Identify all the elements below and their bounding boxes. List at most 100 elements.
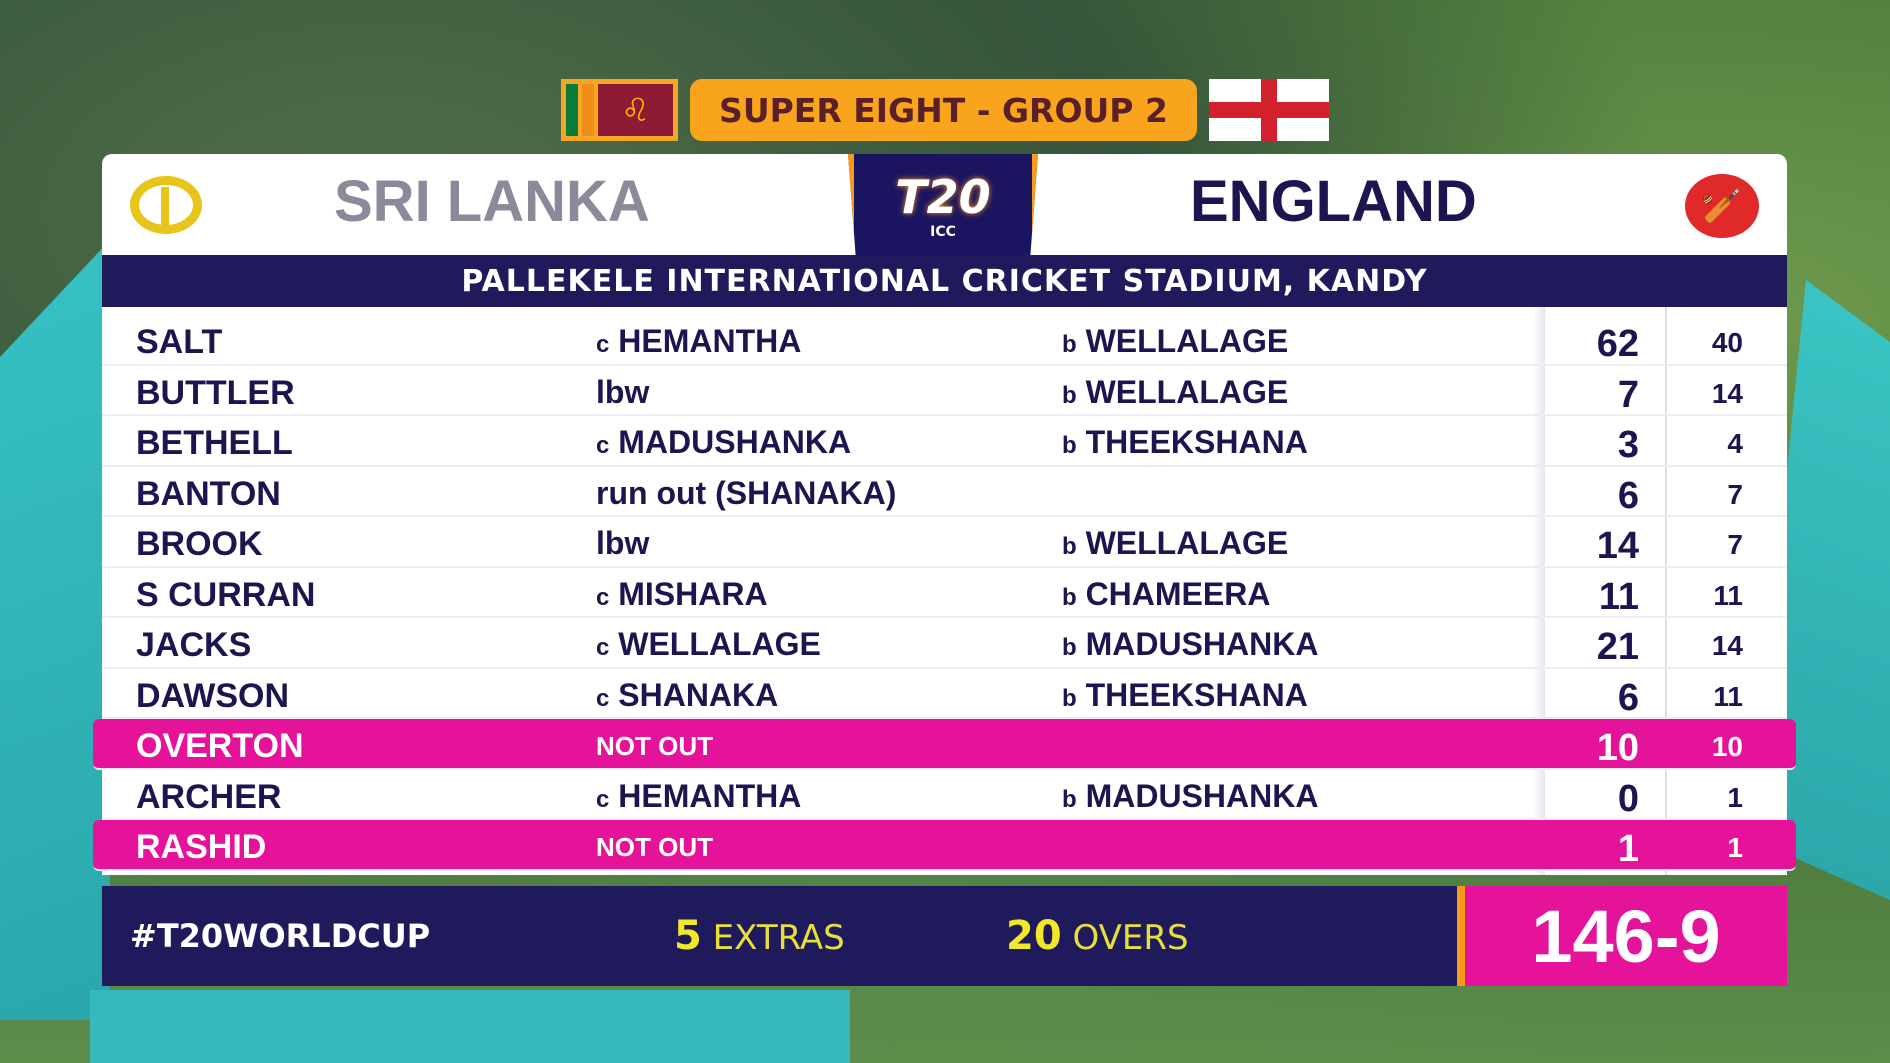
overs-value: 20 <box>1006 913 1062 959</box>
venue: PALLEKELE INTERNATIONAL CRICKET STADIUM,… <box>102 255 1787 307</box>
runs: 62 <box>1596 323 1639 365</box>
batsman-name: SALT <box>136 323 223 361</box>
divider <box>1665 307 1667 875</box>
batsman-name: DAWSON <box>136 676 289 715</box>
logo-sub: ICC <box>930 223 956 240</box>
runs: 14 <box>1596 525 1639 567</box>
batsman-name: BROOK <box>136 525 263 563</box>
batsman-name: RASHID <box>136 828 267 866</box>
dismissal: lbw <box>596 374 649 411</box>
batsman-row: JACKS c WELLALAGE b MADUSHANKA 21 14 <box>102 618 1787 669</box>
background-shape <box>90 990 850 1063</box>
bowler: b THEEKSHANA <box>1062 677 1308 714</box>
background-shape <box>0 240 110 1020</box>
dismissal-prefix: c <box>596 331 610 358</box>
dismissal: c SHANAKA <box>596 677 778 714</box>
bowled-prefix: b <box>1062 432 1077 459</box>
balls: 40 <box>1711 327 1743 358</box>
dismissal-prefix: c <box>596 583 610 611</box>
extras-value: 5 <box>674 913 702 959</box>
bowled-prefix: b <box>1062 331 1077 358</box>
dismissal-text: HEMANTHA <box>618 323 802 359</box>
dismissal: c WELLALAGE <box>596 626 821 663</box>
dismissal: NOT OUT <box>596 731 713 762</box>
runs: 1 <box>1617 828 1639 870</box>
batsman-row: BROOK lbw b WELLALAGE 14 7 <box>102 517 1787 568</box>
balls: 1 <box>1727 781 1743 813</box>
dismissal-text: run out (SHANAKA) <box>596 474 897 511</box>
stage-label: SUPER EIGHT - GROUP 2 <box>690 79 1197 141</box>
bowled-prefix: b <box>1062 634 1077 661</box>
balls: 1 <box>1727 832 1743 863</box>
bowler-name: CHAMEERA <box>1085 575 1271 612</box>
batsman-name: JACKS <box>136 626 252 664</box>
batsman-name: BUTTLER <box>136 373 295 412</box>
balls: 10 <box>1711 731 1743 762</box>
batsman-row: SALT c HEMANTHA b WELLALAGE 62 40 <box>102 315 1787 366</box>
bowler-name: MADUSHANKA <box>1085 626 1319 662</box>
dismissal: run out (SHANAKA) <box>596 475 896 512</box>
balls: 11 <box>1713 680 1743 712</box>
overs: 20 OVERS <box>1006 913 1189 959</box>
dismissal-text: MISHARA <box>618 575 768 612</box>
dismissal: lbw <box>596 525 649 562</box>
sri-lanka-flag-icon: ♌ <box>561 79 678 141</box>
dismissal-text: lbw <box>596 525 650 561</box>
runs: 11 <box>1598 575 1639 618</box>
batsman-name: S CURRAN <box>136 575 316 614</box>
stage-banner: ♌ SUPER EIGHT - GROUP 2 <box>561 78 1329 142</box>
runs: 6 <box>1617 474 1639 517</box>
sri-lanka-cricket-logo-icon <box>130 176 202 234</box>
balls: 14 <box>1711 377 1743 409</box>
batsman-row: BUTTLER lbw b WELLALAGE 7 14 <box>102 366 1787 416</box>
team-left-name: SRI LANKA <box>334 169 650 234</box>
overs-label: OVERS <box>1072 918 1189 958</box>
bowler: b MADUSHANKA <box>1062 778 1318 815</box>
bowled-prefix: b <box>1062 684 1077 712</box>
dismissal-text: SHANAKA <box>618 676 779 713</box>
dismissal: NOT OUT <box>596 832 713 863</box>
batsman-name: BETHELL <box>136 424 293 462</box>
bowler-name: WELLALAGE <box>1085 525 1289 561</box>
dismissal-text: NOT OUT <box>596 832 713 862</box>
runs: 6 <box>1617 676 1639 719</box>
bowler: b WELLALAGE <box>1062 374 1288 411</box>
batsman-row: BANTON run out (SHANAKA) 6 7 <box>102 467 1787 517</box>
england-flag-icon <box>1209 79 1329 141</box>
balls: 11 <box>1713 579 1743 611</box>
batsman-row: BETHELL c MADUSHANKA b THEEKSHANA 3 4 <box>102 416 1787 467</box>
bowled-prefix: b <box>1062 583 1077 611</box>
score-footer: #T20WORLDCUP 5 EXTRAS 20 OVERS 146-9 <box>102 886 1787 986</box>
bowler: b WELLALAGE <box>1062 323 1288 360</box>
bowler-name: THEEKSHANA <box>1085 676 1308 713</box>
batsman-row: ARCHER c HEMANTHA b MADUSHANKA 0 1 <box>102 770 1787 820</box>
total-score: 146-9 <box>1457 886 1787 986</box>
dismissal-prefix: c <box>596 785 610 813</box>
dismissal: c MISHARA <box>596 576 768 613</box>
scorecard: SRI LANKA T20 ICC ENGLAND 🏏 PALLEKELE INT… <box>93 154 1796 875</box>
bowler-name: WELLALAGE <box>1085 373 1289 410</box>
dismissal-prefix: c <box>596 634 610 661</box>
batsman-name: OVERTON <box>136 727 304 765</box>
dismissal-text: WELLALAGE <box>618 626 821 662</box>
batsman-name: BANTON <box>136 474 281 513</box>
dismissal-text: lbw <box>596 373 650 410</box>
balls: 7 <box>1727 478 1743 510</box>
bowler-name: THEEKSHANA <box>1085 424 1308 460</box>
dismissal-prefix: c <box>596 684 610 712</box>
balls: 4 <box>1727 428 1743 459</box>
batsman-name: ARCHER <box>136 777 282 816</box>
balls: 14 <box>1711 630 1743 661</box>
england-cricket-logo-icon: 🏏 <box>1685 174 1759 238</box>
runs: 10 <box>1596 727 1639 769</box>
hashtag: #T20WORLDCUP <box>130 917 431 955</box>
dismissal-text: HEMANTHA <box>618 777 802 814</box>
bowled-prefix: b <box>1062 785 1077 813</box>
dismissal-text: MADUSHANKA <box>618 424 852 460</box>
bowled-prefix: b <box>1062 533 1077 560</box>
bowled-prefix: b <box>1062 381 1077 409</box>
runs: 21 <box>1596 626 1639 668</box>
bowler: b CHAMEERA <box>1062 576 1270 613</box>
bowler-name: MADUSHANKA <box>1085 777 1319 814</box>
logo-text: T20 <box>895 169 991 224</box>
